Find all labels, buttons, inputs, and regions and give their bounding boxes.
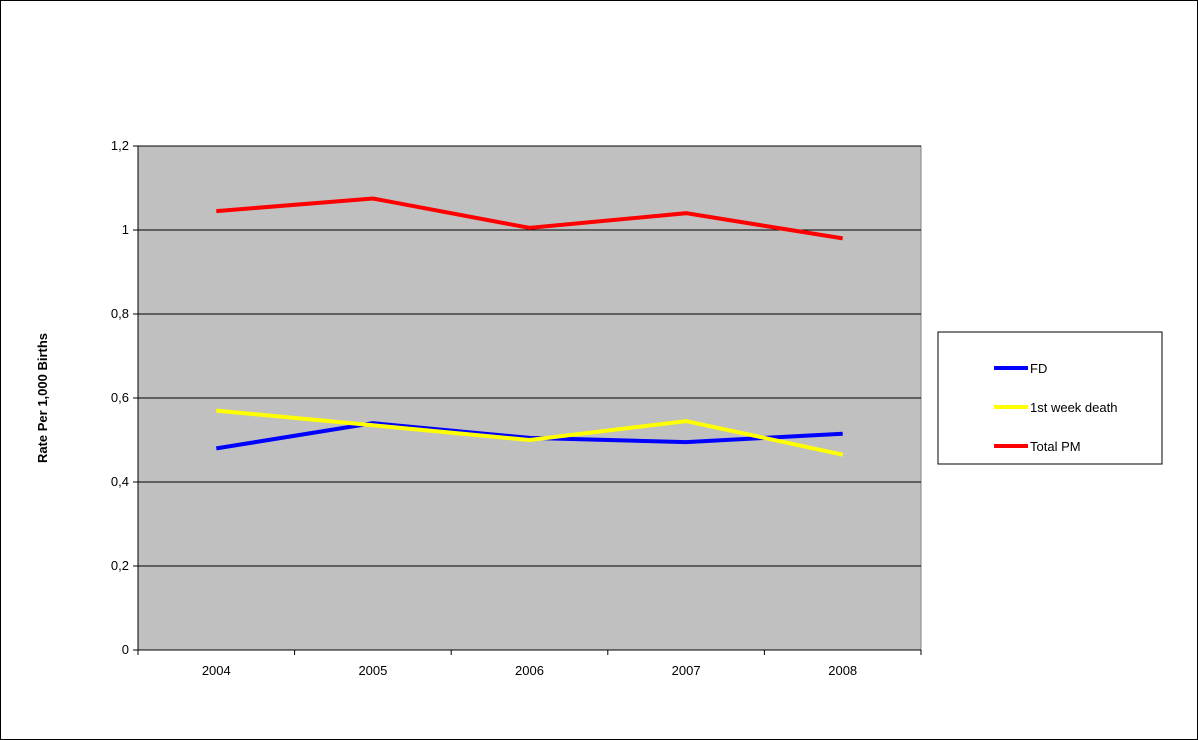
legend-label: FD [1030, 361, 1047, 376]
legend-box [937, 331, 1163, 465]
legend-label: 1st week death [1030, 400, 1117, 415]
y-tick-label: 0,2 [111, 558, 129, 573]
x-tick-label: 2008 [828, 663, 857, 678]
y-axis-ticks: 0 0,2 0,4 0,6 0,8 1 1,2 [111, 138, 138, 657]
series-line-1st-week-death [216, 408, 844, 457]
series-line-total-pm [216, 196, 844, 241]
x-tick-label: 2007 [672, 663, 701, 678]
x-axis-ticks: 2004 2005 2006 2007 2008 [137, 650, 922, 678]
series-line-fd [215, 421, 843, 451]
y-tick-label: 1,2 [111, 138, 129, 153]
y-axis-title: Rate Per 1,000 Births [35, 333, 50, 463]
y-tick-label: 0,6 [111, 390, 129, 405]
x-tick-label: 2006 [515, 663, 544, 678]
x-tick-label: 2004 [202, 663, 231, 678]
series-lines [215, 196, 844, 457]
legend-label: Total PM [1030, 439, 1081, 454]
y-tick-label: 0,4 [111, 474, 129, 489]
y-tick-label: 1 [122, 222, 129, 237]
y-tick-label: 0,8 [111, 306, 129, 321]
x-tick-label: 2005 [358, 663, 387, 678]
y-tick-label: 0 [122, 642, 129, 657]
legend: FD 1st week death Total PM [937, 331, 1163, 465]
